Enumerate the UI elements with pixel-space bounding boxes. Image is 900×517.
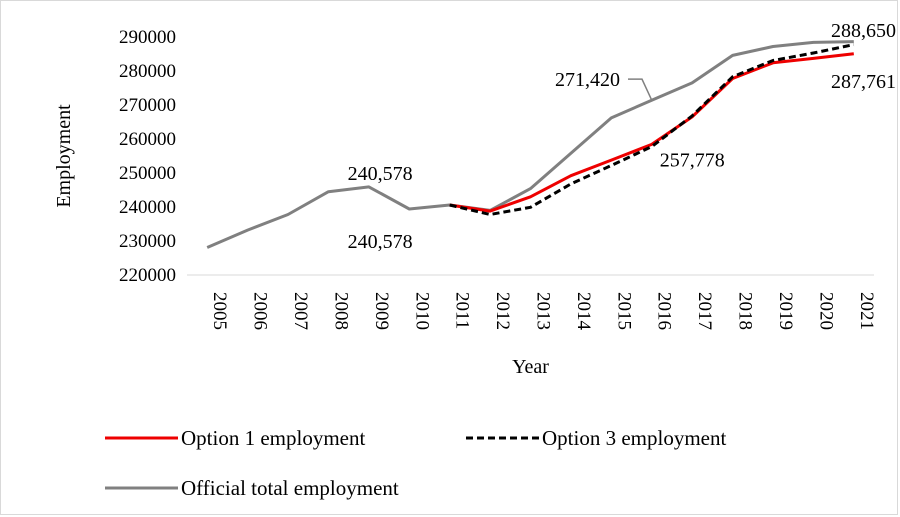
y-axis-title: Employment [53, 104, 75, 208]
x-tick-label: 2010 [411, 292, 432, 330]
y-tick-label: 250000 [119, 163, 176, 184]
x-tick-label: 2012 [492, 292, 513, 330]
y-tick-label: 240000 [119, 197, 176, 218]
y-tick-label: 290000 [119, 27, 176, 48]
legend-label-2: Option 3 employment [542, 426, 726, 450]
y-tick-label: 260000 [119, 129, 176, 150]
x-tick-label: 2008 [330, 292, 351, 330]
data-label: 257,778 [660, 150, 725, 172]
y-tick-label: 270000 [119, 95, 176, 116]
x-tick-label: 2016 [654, 292, 675, 330]
x-tick-label: 2011 [452, 292, 473, 329]
series-line-3 [206, 40, 854, 249]
x-tick-label: 2005 [209, 292, 230, 330]
x-tick-label: 2018 [735, 292, 756, 330]
x-axis-title: Year [512, 356, 549, 378]
y-tick-label: 280000 [119, 61, 176, 82]
series-line-2 [449, 43, 855, 216]
x-tick-label: 2007 [290, 292, 311, 330]
legend-label-1: Option 1 employment [181, 426, 365, 450]
x-tick-label: 2020 [815, 292, 836, 330]
x-tick-label: 2019 [775, 292, 796, 330]
data-label: 271,420 [555, 69, 620, 91]
legend-label-3: Official total employment [181, 476, 399, 500]
y-tick-label: 230000 [119, 231, 176, 252]
x-tick-label: 2009 [371, 292, 392, 330]
x-tick-label: 2015 [613, 292, 634, 330]
leader-line [628, 78, 653, 101]
data-label: 240,578 [348, 231, 413, 253]
data-label: 287,761 [831, 71, 896, 93]
data-label: 240,578 [348, 163, 413, 185]
x-tick-label: 2014 [573, 292, 594, 331]
x-tick-label: 2006 [250, 292, 271, 330]
x-tick-label: 2017 [694, 292, 715, 330]
x-tick-label: 2021 [856, 292, 877, 330]
x-tick-label: 2013 [533, 292, 554, 330]
data-label: 288,650 [831, 20, 896, 42]
series-line-1 [449, 52, 854, 213]
y-tick-label: 220000 [119, 265, 176, 286]
